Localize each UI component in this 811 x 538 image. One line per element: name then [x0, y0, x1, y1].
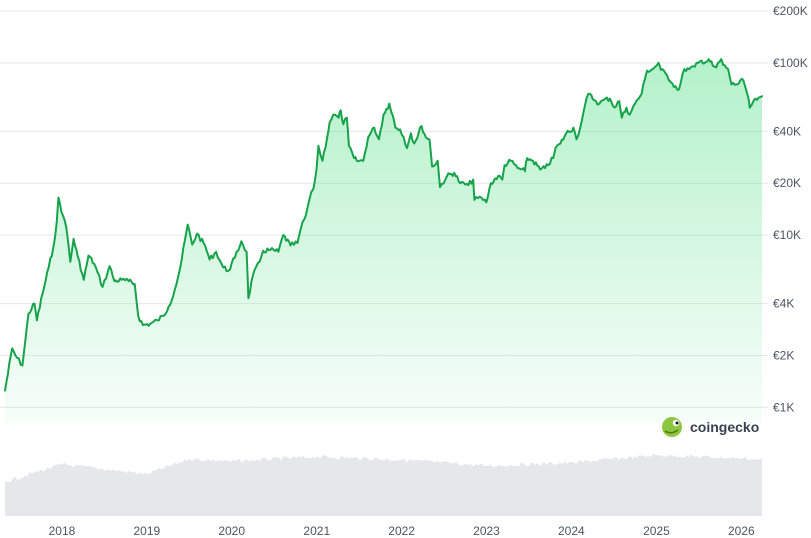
coingecko-watermark: coingecko: [662, 417, 759, 437]
y-tick-label: €20K: [773, 176, 801, 190]
area-fill: [5, 59, 762, 424]
x-tick-label: 2022: [388, 524, 415, 538]
y-tick-label: €100K: [773, 56, 808, 70]
x-tick-label: 2023: [473, 524, 500, 538]
y-tick-label: €40K: [773, 124, 801, 138]
x-tick-label: 2026: [728, 524, 755, 538]
price-area-fill: [5, 59, 762, 424]
volume-area-shape: [5, 454, 762, 516]
x-tick-label: 2019: [133, 524, 160, 538]
y-tick-label: €2K: [773, 348, 794, 362]
x-tick-label: 2020: [218, 524, 245, 538]
volume-area: [5, 454, 762, 516]
y-tick-label: €10K: [773, 228, 801, 242]
x-tick-label: 2018: [49, 524, 76, 538]
x-axis: 2018 2019 2020 2021 2022 2023 2024 2025 2026: [49, 524, 755, 538]
x-tick-label: 2025: [643, 524, 670, 538]
y-tick-label: €4K: [773, 297, 794, 311]
y-tick-label: €1K: [773, 400, 794, 414]
gecko-logo-icon: [662, 417, 682, 437]
y-tick-label: €200K: [773, 4, 808, 18]
watermark-brand: coingecko: [690, 419, 759, 435]
price-series[interactable]: [4, 58, 763, 392]
x-tick-label: 2021: [303, 524, 330, 538]
y-axis: €1K €2K €4K €10K €20K €40K €100K €200K: [773, 4, 808, 414]
series-line[interactable]: [4, 58, 763, 392]
x-tick-label: 2024: [558, 524, 585, 538]
